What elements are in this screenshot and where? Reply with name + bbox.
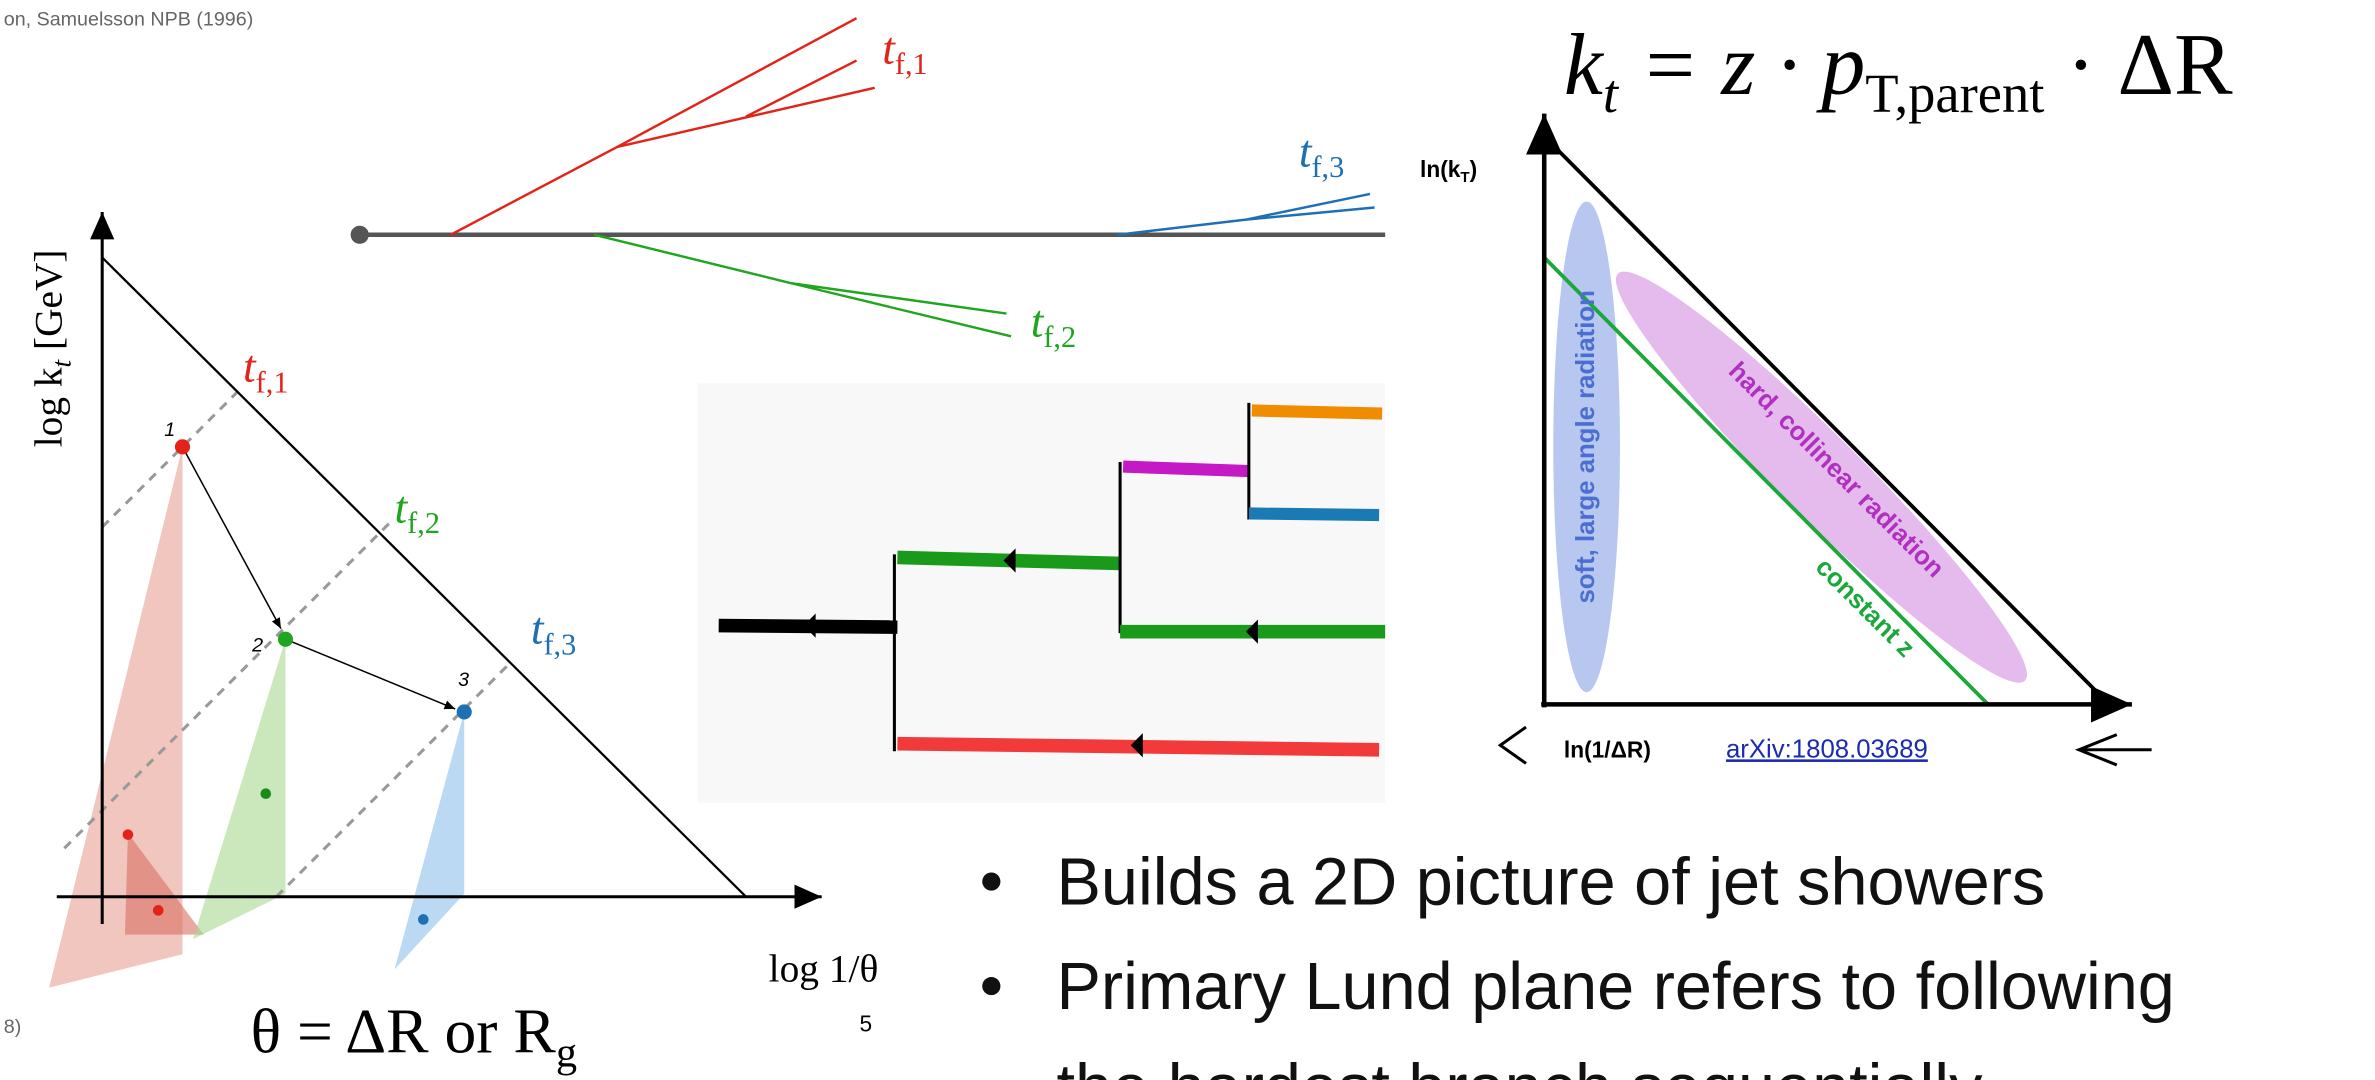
text-part: [GeV] bbox=[26, 249, 70, 359]
emission-label: 3 bbox=[458, 669, 469, 691]
text-part: g bbox=[556, 1029, 577, 1076]
text-part: f,3 bbox=[1311, 150, 1344, 184]
text-part: θ = ΔR or R bbox=[251, 996, 557, 1067]
lund-label: tf,1 bbox=[243, 342, 288, 400]
bullet-list: Builds a 2D picture of jet showers Prima… bbox=[982, 845, 2175, 1080]
bullet: Builds a 2D picture of jet showers bbox=[1056, 845, 2045, 919]
formula-part: p bbox=[1815, 17, 1865, 114]
emission-label: 1 bbox=[164, 419, 175, 441]
text-part: log k bbox=[26, 367, 70, 447]
formula: kt = z · pT,parent · ΔR bbox=[1564, 17, 2233, 124]
clustering-tree bbox=[697, 383, 1385, 803]
formula-part: · ΔR bbox=[2044, 17, 2233, 114]
citation: 8) bbox=[4, 1016, 22, 1038]
citation: on, Samuelsson NPB (1996) bbox=[4, 9, 254, 31]
text-part: ln(k bbox=[1420, 156, 1461, 182]
y-axis-label: log kt [GeV] bbox=[26, 249, 76, 447]
shower-tree bbox=[351, 18, 1386, 336]
lund-label: tf,3 bbox=[531, 604, 576, 662]
theta-def: θ = ΔR or Rg bbox=[251, 996, 577, 1077]
tree-label: tf,2 bbox=[1031, 296, 1076, 354]
tree-label: tf,1 bbox=[882, 24, 927, 82]
formula-sub: T,parent bbox=[1865, 63, 2044, 124]
text-part: f,1 bbox=[256, 365, 289, 399]
formula-part: = z · bbox=[1618, 17, 1821, 114]
region-label: soft, large angle radiation bbox=[1572, 290, 1600, 603]
y-axis-label: ln(kT) bbox=[1420, 156, 1477, 186]
page: {"citation": "on, Samuelsson NPB (1996)"… bbox=[0, 0, 2375, 1080]
bullet: the hardest branch sequentially bbox=[1056, 1051, 1983, 1080]
bullet: Primary Lund plane refers to following bbox=[1056, 950, 2174, 1024]
lund-label: tf,2 bbox=[395, 483, 440, 541]
page-number: 5 bbox=[860, 1011, 873, 1037]
text-part: ) bbox=[1470, 156, 1478, 182]
reference-link[interactable]: arXiv:1808.03689 bbox=[1726, 735, 1928, 763]
x-axis-label: log 1/θ bbox=[769, 947, 879, 991]
slide: on, Samuelsson NPB (1996) 8) kt = z · pT… bbox=[0, 0, 2375, 1080]
formula-part: k bbox=[1564, 17, 1605, 114]
tree-label: tf,3 bbox=[1299, 127, 1344, 185]
emission-label: 2 bbox=[251, 634, 263, 656]
text-part: f,3 bbox=[543, 627, 576, 661]
text-part: f,2 bbox=[1043, 320, 1076, 354]
x-axis-label: ln(1/ΔR) bbox=[1564, 736, 1651, 762]
text-part: f,1 bbox=[895, 47, 928, 81]
text-part: f,2 bbox=[407, 506, 440, 540]
